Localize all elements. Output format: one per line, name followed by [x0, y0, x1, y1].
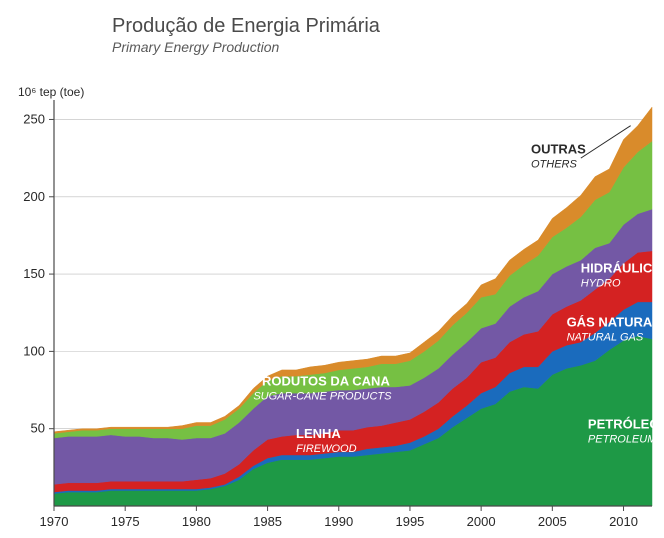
label-sub-gas: NATURAL GAS [567, 332, 644, 344]
label-hidraulica: HIDRÁULICA [581, 261, 662, 276]
label-gas: GÁS NATURAL [567, 315, 661, 330]
label-sub-petroleo: PETROLEUM [588, 434, 657, 446]
y-axis-label: 10⁶ tep (toe) [18, 85, 84, 99]
x-tick-label: 1995 [395, 514, 424, 529]
x-tick-label: 1980 [182, 514, 211, 529]
y-tick-label: 50 [31, 421, 45, 436]
label-sub-hidraulica: HYDRO [581, 278, 621, 290]
label-cana: PRODUTOS DA CANA [253, 373, 390, 388]
x-tick-label: 2000 [467, 514, 496, 529]
x-tick-label: 2005 [538, 514, 567, 529]
chart-subtitle: Primary Energy Production [112, 39, 280, 55]
y-tick-label: 250 [23, 111, 45, 126]
label-petroleo: PETRÓLEO [588, 417, 660, 432]
x-tick-label: 1975 [111, 514, 140, 529]
x-tick-label: 1985 [253, 514, 282, 529]
label-outras: OUTRAS [531, 141, 586, 156]
label-sub-lenha: FIREWOOD [296, 443, 357, 455]
y-tick-label: 200 [23, 189, 45, 204]
chart-title: Produção de Energia Primária [112, 15, 381, 37]
y-tick-label: 150 [23, 266, 45, 281]
x-tick-label: 2010 [609, 514, 638, 529]
label-sub-outras: OTHERS [531, 158, 578, 170]
label-sub-cana: SUGAR-CANE PRODUCTS [253, 390, 392, 402]
y-tick-label: 100 [23, 343, 45, 358]
x-tick-label: 1970 [40, 514, 69, 529]
label-lenha: LENHA [296, 426, 341, 441]
x-tick-label: 1990 [324, 514, 353, 529]
